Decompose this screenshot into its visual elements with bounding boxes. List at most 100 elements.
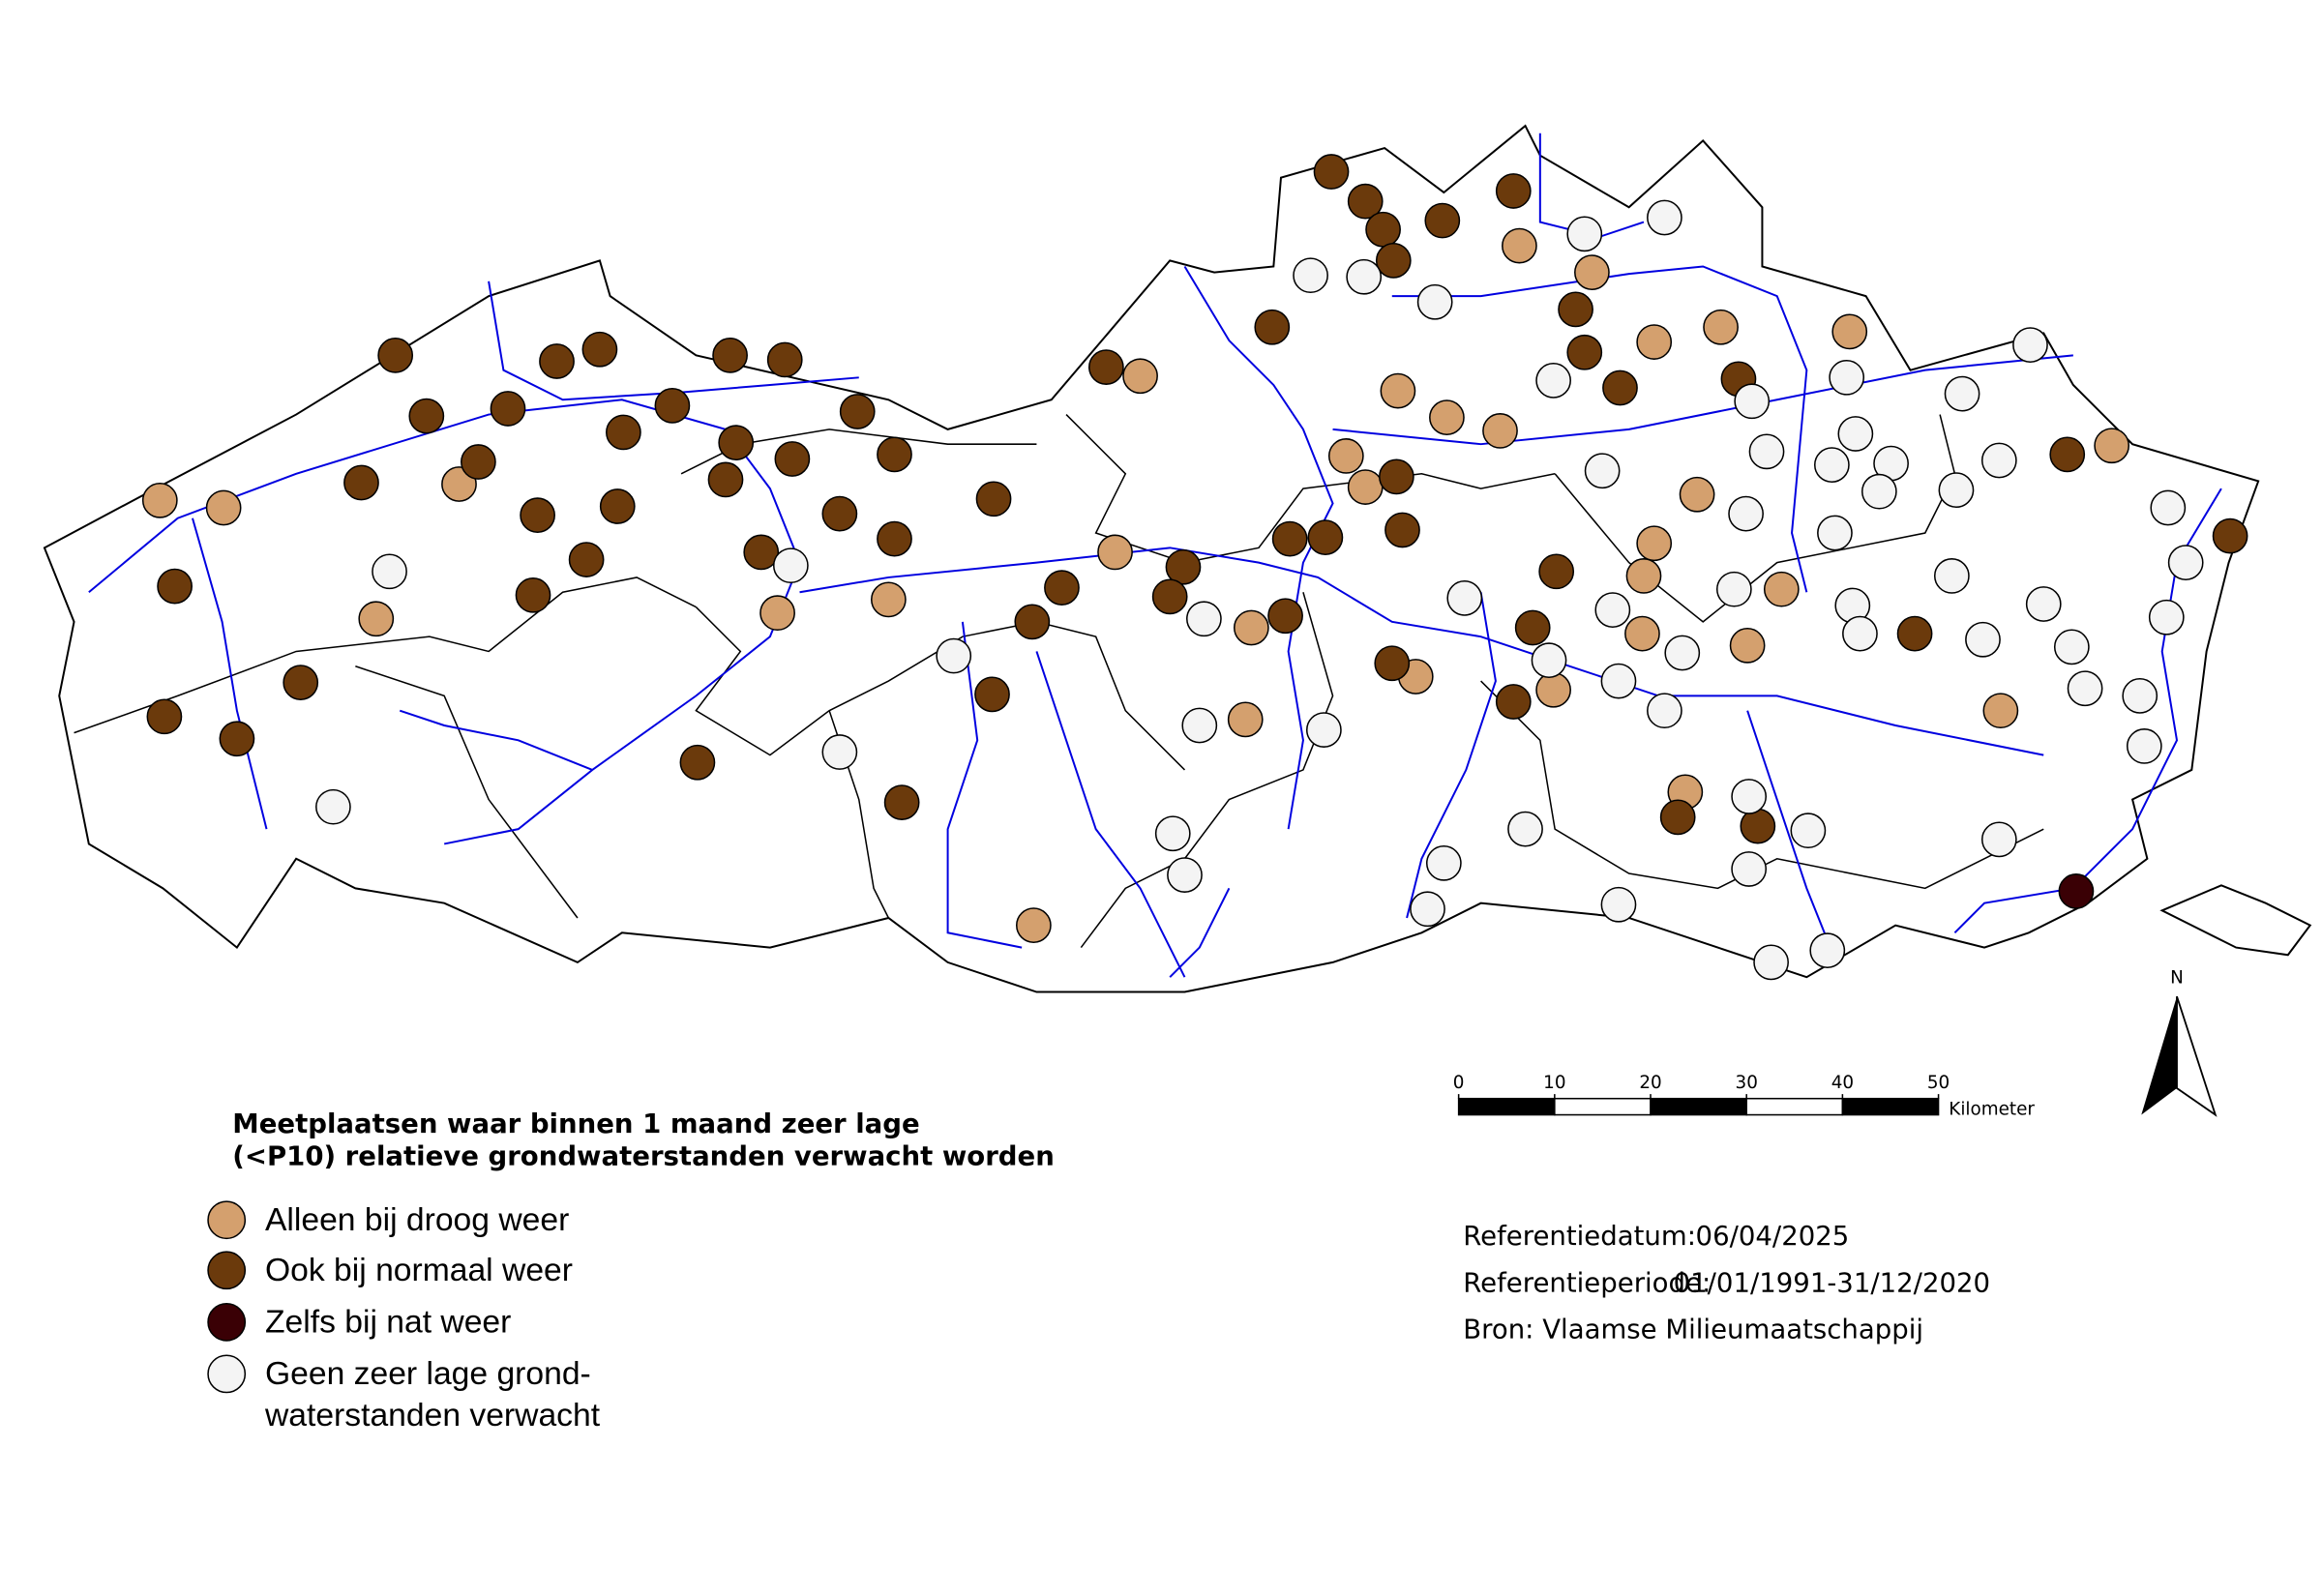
measurement-point — [372, 553, 407, 590]
measurement-point — [1566, 334, 1603, 370]
measurement-point — [1347, 469, 1384, 505]
measurement-point — [1538, 553, 1575, 590]
scale-tick-label: 40 — [1831, 1073, 1854, 1093]
info-value: 01/01/1991-31/12/2020 — [1674, 1267, 1990, 1298]
river — [488, 281, 859, 401]
scale-tick-label: 10 — [1543, 1073, 1565, 1093]
measurement-point — [1729, 627, 1766, 664]
measurement-point — [539, 343, 575, 379]
measurement-point — [975, 481, 1012, 517]
arrow-right — [2176, 995, 2218, 1117]
measurement-point — [1574, 254, 1610, 290]
river — [1183, 265, 1334, 830]
measurement-point — [2212, 517, 2248, 554]
measurement-point — [1375, 243, 1412, 279]
measurement-point — [712, 337, 748, 373]
river — [1332, 354, 2073, 446]
measurement-point — [1016, 907, 1052, 943]
measurement-point — [1446, 579, 1483, 616]
measurement-point — [1234, 609, 1269, 646]
measurement-point — [2049, 436, 2086, 473]
measurement-point — [1566, 216, 1603, 252]
measurement-point — [821, 495, 858, 532]
measurement-point — [1944, 375, 1980, 412]
measurement-point — [718, 425, 755, 461]
measurement-point — [1558, 291, 1593, 328]
scale-unit: Kilometer — [1949, 1100, 2035, 1120]
rivers — [88, 133, 2222, 978]
north-label: N — [2170, 967, 2184, 988]
measurement-point — [1227, 701, 1264, 738]
measurement-point — [283, 665, 319, 700]
legend-symbol — [207, 1200, 247, 1240]
measurement-point — [515, 576, 551, 613]
measurement-point — [2053, 629, 2090, 665]
measurement-point — [974, 676, 1010, 713]
measurement-point — [2150, 489, 2187, 526]
river — [946, 621, 1023, 949]
measurement-point — [839, 394, 876, 429]
measurement-point — [1306, 712, 1342, 748]
measurement-point — [1790, 813, 1827, 849]
measurement-point — [1965, 621, 2001, 658]
measurement-point — [1495, 684, 1532, 720]
measurement-points — [141, 154, 2248, 981]
measurement-point — [1088, 349, 1124, 385]
border — [1065, 414, 1556, 564]
measurement-point — [1731, 851, 1768, 887]
info-label: Referentieperiode: — [1463, 1267, 1711, 1298]
measurement-point — [759, 595, 795, 632]
measurement-point — [408, 398, 445, 434]
measurement-point — [2148, 599, 2185, 635]
scale-tick-label: 0 — [1453, 1073, 1465, 1093]
measurement-point — [1271, 520, 1308, 557]
measurement-point — [772, 547, 809, 584]
measurement-point — [1014, 604, 1051, 640]
border — [1080, 592, 1334, 949]
scale-tick-label: 50 — [1927, 1073, 1950, 1093]
river — [399, 709, 593, 771]
river — [1169, 887, 1231, 978]
measurement-point — [205, 489, 242, 526]
measurement-point — [2126, 728, 2162, 764]
measurement-point — [1837, 416, 1874, 452]
info: Referentiedatum: 06/04/2025 Referentieperi… — [1463, 1221, 1990, 1345]
measurement-point — [1346, 258, 1383, 295]
scale-segment — [1457, 1097, 1556, 1116]
river — [1406, 592, 1497, 919]
region-map — [43, 124, 2312, 993]
scale-tick-label: 20 — [1639, 1073, 1661, 1093]
measurement-point — [1980, 821, 2017, 858]
measurement-point — [1664, 635, 1701, 671]
measurement-point — [1647, 199, 1682, 236]
legend-symbol — [207, 1354, 247, 1394]
measurement-point — [1594, 592, 1631, 628]
measurement-point — [1365, 211, 1401, 248]
measurement-point — [1600, 663, 1637, 699]
measurement-point — [1293, 257, 1328, 294]
measurement-point — [1703, 309, 1739, 345]
measurement-point — [581, 331, 618, 368]
legend-label: waterstanden verwacht — [264, 1398, 601, 1433]
measurement-point — [1122, 358, 1158, 395]
measurement-point — [774, 441, 811, 477]
measurement-point — [1425, 844, 1462, 881]
scale-segment — [1841, 1097, 1940, 1116]
scale-bar: 0 10 20 30 40 50 Kilometer — [1453, 1073, 2036, 1120]
measurement-point — [1097, 534, 1133, 571]
measurement-point — [1313, 154, 1350, 190]
measurement-point — [520, 497, 555, 534]
measurement-point — [599, 488, 636, 524]
measurement-point — [1584, 453, 1621, 489]
measurement-point — [1410, 891, 1445, 928]
measurement-point — [1044, 570, 1080, 606]
measurement-point — [1817, 515, 1853, 551]
measurement-point — [1531, 642, 1567, 679]
measurement-point — [870, 581, 907, 618]
measurement-point — [2058, 873, 2095, 909]
measurement-point — [1728, 495, 1764, 532]
legend-symbol — [207, 1251, 247, 1290]
measurement-point — [1424, 202, 1461, 239]
measurement-point — [821, 734, 858, 770]
